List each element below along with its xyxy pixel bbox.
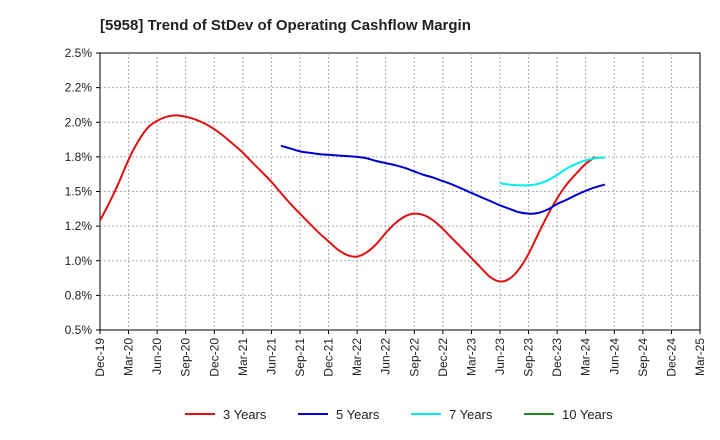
x-tick-label: Dec-22 [436, 338, 450, 377]
x-tick-label: Dec-20 [207, 338, 221, 377]
series-line-5-years [280, 144, 606, 215]
legend: 3 Years 5 Years 7 Years 10 Years [185, 407, 613, 422]
x-tick-label: Sep-21 [293, 338, 307, 377]
x-tick-label: Mar-23 [464, 338, 478, 376]
x-tick-label: Jun-23 [493, 338, 507, 375]
grid-lines [100, 53, 700, 330]
x-tick-label: Mar-22 [350, 338, 364, 376]
series-line-3-years [99, 114, 596, 283]
y-tick-label: 2.5% [65, 46, 93, 60]
x-tick-label: Mar-21 [236, 338, 250, 376]
legend-label-7-years: 7 Years [449, 407, 493, 422]
x-tick-label: Dec-23 [550, 338, 564, 377]
x-tick-label: Jun-22 [379, 338, 393, 375]
chart-title: [5958] Trend of StDev of Operating Cashf… [100, 17, 471, 34]
x-tick-label: Dec-21 [322, 338, 336, 377]
series-lines [99, 114, 606, 283]
x-tick-label: Mar-24 [579, 338, 593, 376]
y-tick-label: 0.5% [65, 323, 93, 337]
legend-label-10-years: 10 Years [562, 407, 613, 422]
x-tick-label: Mar-20 [122, 338, 136, 376]
legend-label-3-years: 3 Years [223, 407, 267, 422]
x-tick-label: Sep-23 [522, 338, 536, 377]
y-tick-label: 2.0% [65, 115, 93, 129]
x-tick-label: Dec-19 [93, 338, 107, 377]
x-tick-label: Dec-24 [664, 338, 678, 377]
x-tick-label: Jun-24 [607, 338, 621, 375]
y-tick-label: 1.8% [65, 150, 93, 164]
x-tick-label: Sep-20 [179, 338, 193, 377]
x-tick-label: Mar-25 [693, 338, 707, 376]
y-tick-label: 1.5% [65, 185, 93, 199]
x-tick-label: Jun-20 [150, 338, 164, 375]
legend-label-5-years: 5 Years [336, 407, 380, 422]
y-axis: 0.5% 0.8% 1.0% 1.2% 1.5% 1.8% 2.0% 2.2% 2.5% [65, 46, 100, 337]
x-tick-label: Sep-22 [407, 338, 421, 377]
y-tick-label: 1.0% [65, 254, 93, 268]
x-tick-label: Jun-21 [264, 338, 278, 375]
x-tick-label: Sep-24 [636, 338, 650, 377]
y-tick-label: 1.2% [65, 219, 93, 233]
y-tick-label: 2.2% [65, 81, 93, 95]
y-tick-label: 0.8% [65, 288, 93, 302]
series-line-7-years [499, 156, 605, 187]
x-axis: Dec-19 Mar-20 Jun-20 Sep-20 Dec-20 Mar-21 Jun-… [93, 330, 707, 377]
